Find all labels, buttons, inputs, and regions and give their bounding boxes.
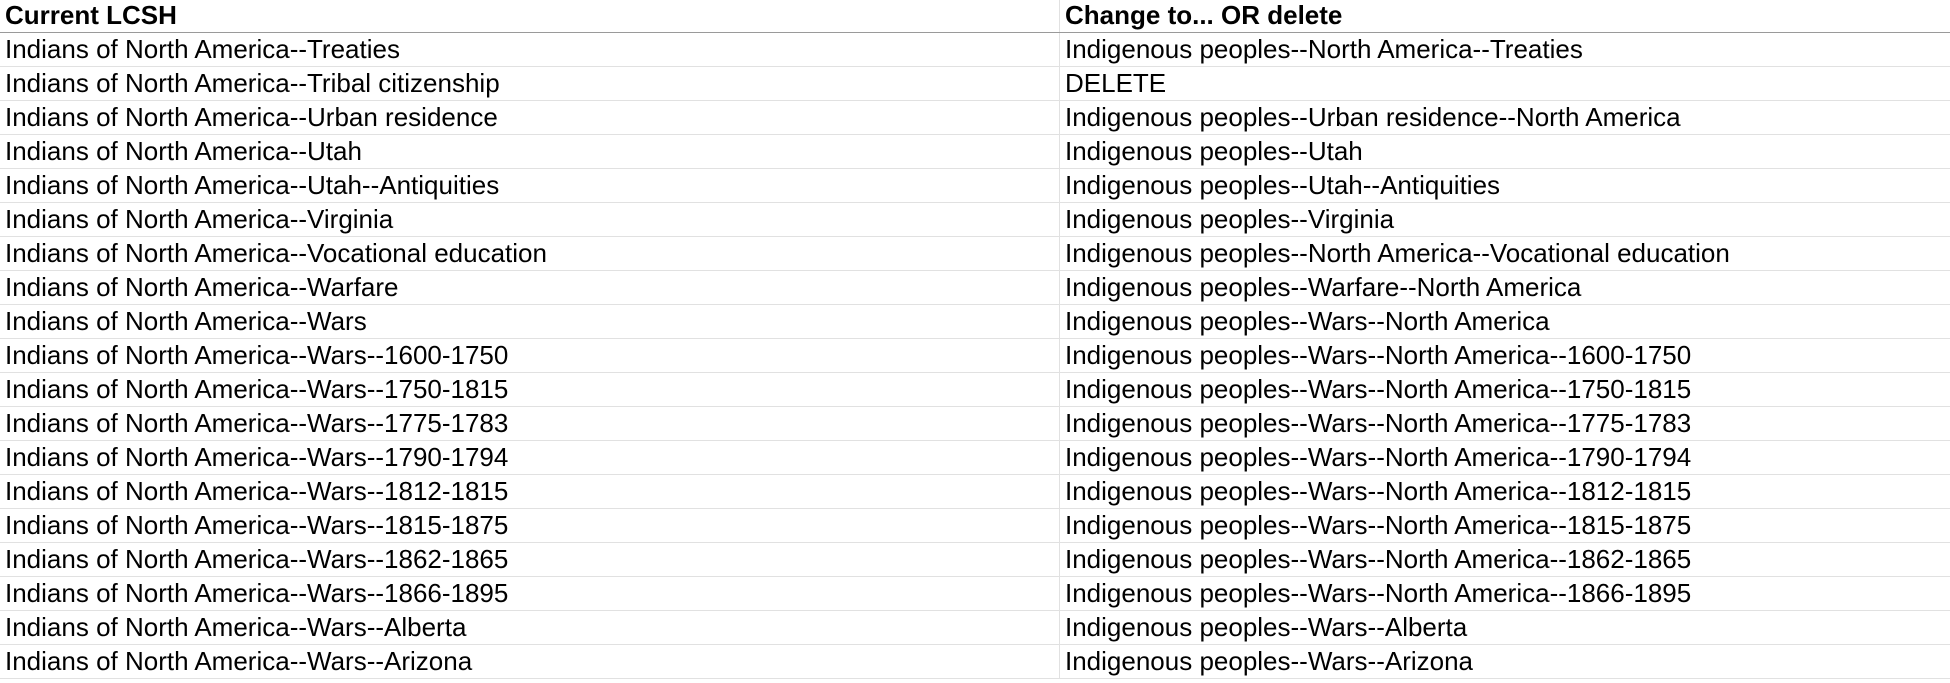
cell-current-lcsh[interactable]: Indians of North America--Wars--1866-189… — [0, 577, 1060, 610]
cell-change-to[interactable]: Indigenous peoples--Wars--North America-… — [1065, 374, 1692, 404]
cell-change-to[interactable]: Indigenous peoples--Wars--North America-… — [1065, 510, 1692, 540]
cell-change-to[interactable]: Indigenous peoples--Wars--North America-… — [1065, 544, 1692, 574]
table-row: Indians of North America--Wars--1600-175… — [0, 339, 1950, 373]
table-row: Indians of North America--Utah--Antiquit… — [0, 169, 1950, 203]
header-cell-current-lcsh[interactable]: Current LCSH — [0, 0, 1060, 32]
cell-change-to[interactable]: Indigenous peoples--North America--Vocat… — [1065, 238, 1730, 268]
table-row: Indians of North America--Warfare Indigen… — [0, 271, 1950, 305]
table-row: Indians of North America--Urban residenc… — [0, 101, 1950, 135]
table-row: Indians of North America--Treaties Indige… — [0, 33, 1950, 67]
cell-change-to[interactable]: Indigenous peoples--Wars--North America-… — [1065, 340, 1692, 370]
cell-change-to[interactable]: Indigenous peoples--Wars--Alberta — [1065, 612, 1468, 642]
header-cell-change-to[interactable]: Change to... OR delete — [1065, 0, 1343, 30]
cell-current-lcsh[interactable]: Indians of North America--Wars--1815-187… — [0, 509, 1060, 542]
table-body: Indians of North America--Treaties Indige… — [0, 33, 1950, 679]
cell-change-to[interactable]: Indigenous peoples--Virginia — [1065, 204, 1395, 234]
cell-current-lcsh[interactable]: Indians of North America--Vocational edu… — [0, 237, 1060, 270]
table-row: Indians of North America--Wars--1750-181… — [0, 373, 1950, 407]
cell-current-lcsh[interactable]: Indians of North America--Wars--Alberta — [0, 611, 1060, 644]
cell-change-to[interactable]: Indigenous peoples--Urban residence--Nor… — [1065, 102, 1681, 132]
cell-current-lcsh[interactable]: Indians of North America--Wars--1812-181… — [0, 475, 1060, 508]
table-row: Indians of North America--Wars--1812-181… — [0, 475, 1950, 509]
table-row: Indians of North America--Wars--1862-186… — [0, 543, 1950, 577]
table-row: Indians of North America--Virginia Indige… — [0, 203, 1950, 237]
cell-current-lcsh[interactable]: Indians of North America--Virginia — [0, 203, 1060, 236]
table-row: Indians of North America--Wars--1790-179… — [0, 441, 1950, 475]
cell-current-lcsh[interactable]: Indians of North America--Wars--1790-179… — [0, 441, 1060, 474]
cell-current-lcsh[interactable]: Indians of North America--Utah--Antiquit… — [0, 169, 1060, 202]
table-row: Indians of North America--Wars--Alberta I… — [0, 611, 1950, 645]
table-row: Indians of North America--Wars--1775-178… — [0, 407, 1950, 441]
cell-current-lcsh[interactable]: Indians of North America--Wars — [0, 305, 1060, 338]
cell-current-lcsh[interactable]: Indians of North America--Tribal citizen… — [0, 67, 1060, 100]
cell-current-lcsh[interactable]: Indians of North America--Wars--Arizona — [0, 645, 1060, 678]
table-row: Indians of North America--Wars Indigenous… — [0, 305, 1950, 339]
cell-current-lcsh[interactable]: Indians of North America--Utah — [0, 135, 1060, 168]
cell-change-to[interactable]: Indigenous peoples--Utah — [1065, 136, 1363, 166]
cell-current-lcsh[interactable]: Indians of North America--Wars--1862-186… — [0, 543, 1060, 576]
cell-current-lcsh[interactable]: Indians of North America--Treaties — [0, 33, 1060, 66]
cell-change-to[interactable]: Indigenous peoples--Wars--North America-… — [1065, 408, 1692, 438]
table-row: Indians of North America--Wars--Arizona I… — [0, 645, 1950, 679]
cell-change-to[interactable]: Indigenous peoples--Wars--North America-… — [1065, 476, 1692, 506]
cell-change-to[interactable]: Indigenous peoples--North America--Treat… — [1065, 34, 1583, 64]
header-row: Current LCSH Change to... OR delete — [0, 0, 1950, 33]
cell-change-to[interactable]: Indigenous peoples--Wars--North America-… — [1065, 578, 1692, 608]
table-row: Indians of North America--Vocational edu… — [0, 237, 1950, 271]
table-row: Indians of North America--Wars--1815-187… — [0, 509, 1950, 543]
table-row: Indians of North America--Utah Indigenous… — [0, 135, 1950, 169]
table-row: Indians of North America--Tribal citizen… — [0, 67, 1950, 101]
cell-change-to[interactable]: Indigenous peoples--Wars--Arizona — [1065, 646, 1474, 676]
cell-change-to[interactable]: Indigenous peoples--Utah--Antiquities — [1065, 170, 1501, 200]
cell-current-lcsh[interactable]: Indians of North America--Wars--1775-178… — [0, 407, 1060, 440]
cell-current-lcsh[interactable]: Indians of North America--Wars--1750-181… — [0, 373, 1060, 406]
cell-change-to[interactable]: Indigenous peoples--Wars--North America-… — [1065, 442, 1692, 472]
table-row: Indians of North America--Wars--1866-189… — [0, 577, 1950, 611]
cell-current-lcsh[interactable]: Indians of North America--Wars--1600-175… — [0, 339, 1060, 372]
cell-change-to[interactable]: Indigenous peoples--Warfare--North Ameri… — [1065, 272, 1582, 302]
cell-change-to[interactable]: DELETE — [1065, 68, 1167, 98]
cell-change-to[interactable]: Indigenous peoples--Wars--North America — [1065, 306, 1550, 336]
cell-current-lcsh[interactable]: Indians of North America--Warfare — [0, 271, 1060, 304]
cell-current-lcsh[interactable]: Indians of North America--Urban residenc… — [0, 101, 1060, 134]
